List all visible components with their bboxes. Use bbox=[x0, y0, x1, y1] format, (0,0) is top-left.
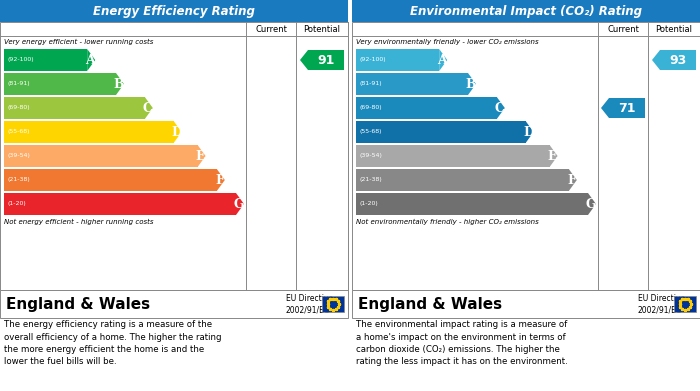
Polygon shape bbox=[601, 98, 645, 118]
Bar bbox=[356, 169, 569, 191]
Polygon shape bbox=[88, 49, 95, 71]
Bar bbox=[356, 193, 588, 215]
Text: (69-80): (69-80) bbox=[7, 106, 29, 111]
Text: (55-68): (55-68) bbox=[359, 129, 382, 135]
Polygon shape bbox=[550, 145, 558, 167]
Text: (39-54): (39-54) bbox=[7, 154, 30, 158]
Polygon shape bbox=[526, 121, 533, 143]
Text: (69-80): (69-80) bbox=[359, 106, 382, 111]
Text: (92-100): (92-100) bbox=[7, 57, 34, 63]
Text: (81-91): (81-91) bbox=[7, 81, 29, 86]
Bar bbox=[4, 193, 236, 215]
Text: (81-91): (81-91) bbox=[359, 81, 382, 86]
Text: E: E bbox=[196, 149, 205, 163]
Text: B: B bbox=[466, 77, 476, 90]
Text: 93: 93 bbox=[669, 54, 687, 66]
Text: (55-68): (55-68) bbox=[7, 129, 29, 135]
Text: Not energy efficient - higher running costs: Not energy efficient - higher running co… bbox=[4, 219, 153, 225]
Bar bbox=[4, 169, 217, 191]
Bar bbox=[356, 145, 550, 167]
Bar bbox=[0, 22, 348, 290]
Text: Very environmentally friendly - lower CO₂ emissions: Very environmentally friendly - lower CO… bbox=[356, 39, 538, 45]
Text: B: B bbox=[113, 77, 125, 90]
Text: The energy efficiency rating is a measure of the
overall efficiency of a home. T: The energy efficiency rating is a measur… bbox=[4, 320, 221, 366]
Text: (92-100): (92-100) bbox=[359, 57, 386, 63]
Text: Very energy efficient - lower running costs: Very energy efficient - lower running co… bbox=[4, 39, 153, 45]
Polygon shape bbox=[439, 49, 447, 71]
Bar bbox=[322, 296, 344, 312]
Bar bbox=[352, 0, 700, 22]
Bar bbox=[0, 290, 348, 318]
Bar bbox=[4, 49, 88, 71]
Text: D: D bbox=[172, 126, 182, 138]
Text: Potential: Potential bbox=[304, 25, 340, 34]
Bar bbox=[674, 296, 696, 312]
Text: EU Directive
2002/91/EC: EU Directive 2002/91/EC bbox=[286, 294, 333, 314]
Text: Potential: Potential bbox=[655, 25, 692, 34]
Text: EU Directive
2002/91/EC: EU Directive 2002/91/EC bbox=[638, 294, 685, 314]
Text: E: E bbox=[548, 149, 557, 163]
Text: (39-54): (39-54) bbox=[359, 154, 382, 158]
Text: (21-38): (21-38) bbox=[359, 178, 382, 183]
Text: C: C bbox=[143, 102, 153, 115]
Text: 71: 71 bbox=[618, 102, 636, 115]
Bar bbox=[4, 73, 116, 95]
Text: A: A bbox=[85, 54, 95, 66]
Text: (1-20): (1-20) bbox=[359, 201, 378, 206]
Text: England & Wales: England & Wales bbox=[358, 296, 502, 312]
Polygon shape bbox=[468, 73, 476, 95]
Polygon shape bbox=[197, 145, 206, 167]
Text: (1-20): (1-20) bbox=[7, 201, 26, 206]
Text: C: C bbox=[495, 102, 505, 115]
Polygon shape bbox=[588, 193, 596, 215]
Text: Environmental Impact (CO₂) Rating: Environmental Impact (CO₂) Rating bbox=[410, 5, 642, 18]
Text: F: F bbox=[216, 174, 224, 187]
Polygon shape bbox=[217, 169, 225, 191]
Polygon shape bbox=[174, 121, 181, 143]
Text: G: G bbox=[234, 197, 244, 210]
Text: A: A bbox=[438, 54, 447, 66]
Text: G: G bbox=[586, 197, 596, 210]
Polygon shape bbox=[236, 193, 244, 215]
Bar bbox=[0, 0, 348, 22]
Bar bbox=[356, 49, 439, 71]
Text: England & Wales: England & Wales bbox=[6, 296, 150, 312]
Polygon shape bbox=[116, 73, 124, 95]
Text: D: D bbox=[523, 126, 534, 138]
Text: Not environmentally friendly - higher CO₂ emissions: Not environmentally friendly - higher CO… bbox=[356, 219, 539, 225]
Text: Current: Current bbox=[255, 25, 287, 34]
Polygon shape bbox=[497, 97, 505, 119]
Polygon shape bbox=[145, 97, 153, 119]
Polygon shape bbox=[300, 50, 344, 70]
Text: F: F bbox=[568, 174, 576, 187]
Bar bbox=[4, 145, 197, 167]
Bar bbox=[4, 121, 174, 143]
Bar bbox=[352, 290, 700, 318]
Text: The environmental impact rating is a measure of
a home's impact on the environme: The environmental impact rating is a mea… bbox=[356, 320, 568, 366]
Bar bbox=[356, 73, 468, 95]
Text: 91: 91 bbox=[317, 54, 335, 66]
Bar bbox=[4, 97, 145, 119]
Polygon shape bbox=[652, 50, 696, 70]
Bar bbox=[352, 22, 700, 290]
Text: Current: Current bbox=[607, 25, 639, 34]
Text: (21-38): (21-38) bbox=[7, 178, 29, 183]
Polygon shape bbox=[569, 169, 577, 191]
Text: Energy Efficiency Rating: Energy Efficiency Rating bbox=[93, 5, 255, 18]
Bar bbox=[356, 121, 526, 143]
Bar bbox=[356, 97, 497, 119]
